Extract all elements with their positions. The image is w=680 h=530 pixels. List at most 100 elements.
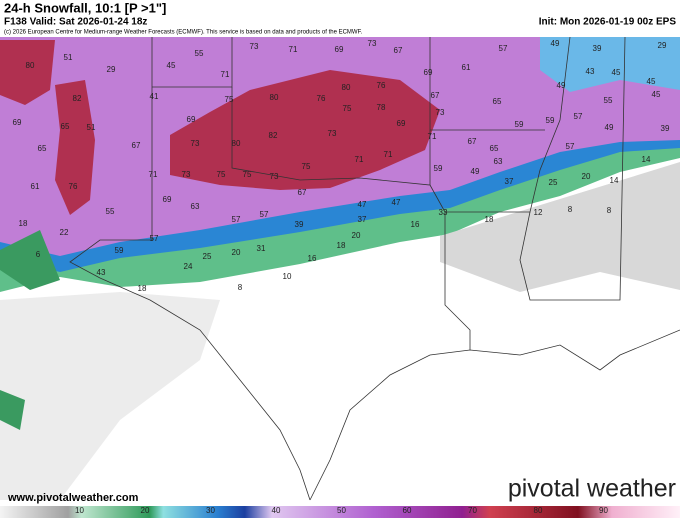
- snow-label: 49: [605, 123, 614, 132]
- snow-label: 80: [270, 93, 279, 102]
- snow-label: 71: [428, 132, 437, 141]
- snow-label: 73: [191, 139, 200, 148]
- snow-label: 67: [394, 46, 403, 55]
- colorbar-tick-label: 40: [272, 506, 281, 515]
- snow-label: 24: [184, 262, 193, 271]
- snow-label: 18: [337, 241, 346, 250]
- snow-label: 20: [582, 172, 591, 181]
- snow-label: 73: [368, 39, 377, 48]
- website: www.pivotalweather.com: [7, 492, 139, 504]
- snow-label: 65: [38, 144, 47, 153]
- snow-label: 57: [260, 210, 269, 219]
- snow-label: 43: [97, 268, 106, 277]
- snow-label: 63: [494, 157, 503, 166]
- snow-label: 47: [392, 198, 401, 207]
- snow-label: 51: [64, 53, 73, 62]
- colorbar-tick-label: 30: [206, 506, 215, 515]
- snow-label: 80: [342, 83, 351, 92]
- snow-label: 16: [308, 254, 317, 263]
- snow-label: 55: [195, 49, 204, 58]
- snow-label: 39: [295, 220, 304, 229]
- snow-label: 37: [358, 215, 367, 224]
- snow-label: 57: [566, 142, 575, 151]
- snow-label: 71: [289, 45, 298, 54]
- snow-label: 75: [343, 104, 352, 113]
- snow-label: 8: [568, 205, 573, 214]
- copyright: (c) 2026 European Centre for Medium-rang…: [4, 30, 363, 36]
- snow-label: 61: [462, 63, 471, 72]
- snow-label: 20: [232, 248, 241, 257]
- snow-label: 39: [593, 44, 602, 53]
- snow-label: 47: [358, 200, 367, 209]
- snow-label: 45: [647, 77, 656, 86]
- snow-label: 59: [115, 246, 124, 255]
- snow-label: 69: [397, 119, 406, 128]
- borders: [69, 36, 680, 501]
- snow-label: 65: [490, 144, 499, 153]
- snow-label: 33: [439, 208, 448, 217]
- snow-label: 37: [505, 177, 514, 186]
- title: 24-h Snowfall, 10:1 [P >1"]: [4, 0, 166, 15]
- snow-label: 61: [31, 182, 40, 191]
- snow-label: 51: [87, 123, 96, 132]
- snow-label: 69: [187, 115, 196, 124]
- snow-label: 25: [203, 252, 212, 261]
- snow-label: 67: [468, 137, 477, 146]
- snow-label: 73: [182, 170, 191, 179]
- snow-label: 14: [642, 155, 651, 164]
- snow-label: 63: [191, 202, 200, 211]
- snow-label: 59: [434, 164, 443, 173]
- snow-label: 6: [36, 250, 41, 259]
- logo: pivotal weather: [508, 475, 676, 503]
- snow-label: 67: [431, 91, 440, 100]
- snow-label: 59: [546, 116, 555, 125]
- snow-label: 10: [283, 272, 292, 281]
- snow-label: 43: [586, 67, 595, 76]
- colorbar: [0, 506, 680, 518]
- snow-label: 67: [298, 188, 307, 197]
- snow-label: 71: [384, 150, 393, 159]
- snow-label: 8: [607, 206, 612, 215]
- snow-label: 73: [270, 172, 279, 181]
- snow-label: 22: [60, 228, 69, 237]
- colorbar-tick-label: 20: [141, 506, 150, 515]
- colorbar-tick-label: 50: [337, 506, 346, 515]
- snow-label: 55: [106, 207, 115, 216]
- snow-label: 82: [73, 94, 82, 103]
- colorbar-tick-label: 70: [468, 506, 477, 515]
- snow-label: 29: [658, 41, 667, 50]
- colorbar-tick-label: 90: [599, 506, 608, 515]
- snow-label: 55: [604, 96, 613, 105]
- snow-label: 49: [471, 167, 480, 176]
- snow-label: 41: [150, 92, 159, 101]
- snow-field: [0, 37, 680, 500]
- snow-label: 76: [317, 94, 326, 103]
- header-bg: [0, 0, 680, 37]
- snow-label: 49: [557, 81, 566, 90]
- snow-label: 65: [61, 122, 70, 131]
- snow-label: 69: [335, 45, 344, 54]
- snow-label: 45: [652, 90, 661, 99]
- snow-label: 12: [534, 208, 543, 217]
- snow-label: 75: [225, 95, 234, 104]
- snow-label: 75: [217, 170, 226, 179]
- snow-label: 57: [574, 112, 583, 121]
- snow-label: 49: [551, 39, 560, 48]
- snow-label: 57: [150, 234, 159, 243]
- snow-label: 75: [243, 170, 252, 179]
- snow-label: 25: [549, 178, 558, 187]
- snow-label: 18: [138, 284, 147, 293]
- map-labels: 80 51 29 45 55 73 71 69 73 67 57 49 39 29 69 61 43 45 45 71…: [13, 39, 670, 293]
- snow-label: 73: [250, 42, 259, 51]
- colorbar-tick-label: 60: [403, 506, 412, 515]
- snow-label: 57: [232, 215, 241, 224]
- valid-time: F138 Valid: Sat 2026-01-24 18z: [4, 17, 147, 28]
- snow-label: 78: [377, 103, 386, 112]
- snow-label: 31: [257, 244, 266, 253]
- snow-label: 29: [107, 65, 116, 74]
- snow-label: 39: [661, 124, 670, 133]
- snow-label: 75: [302, 162, 311, 171]
- snow-label: 69: [163, 195, 172, 204]
- snow-label: 45: [167, 61, 176, 70]
